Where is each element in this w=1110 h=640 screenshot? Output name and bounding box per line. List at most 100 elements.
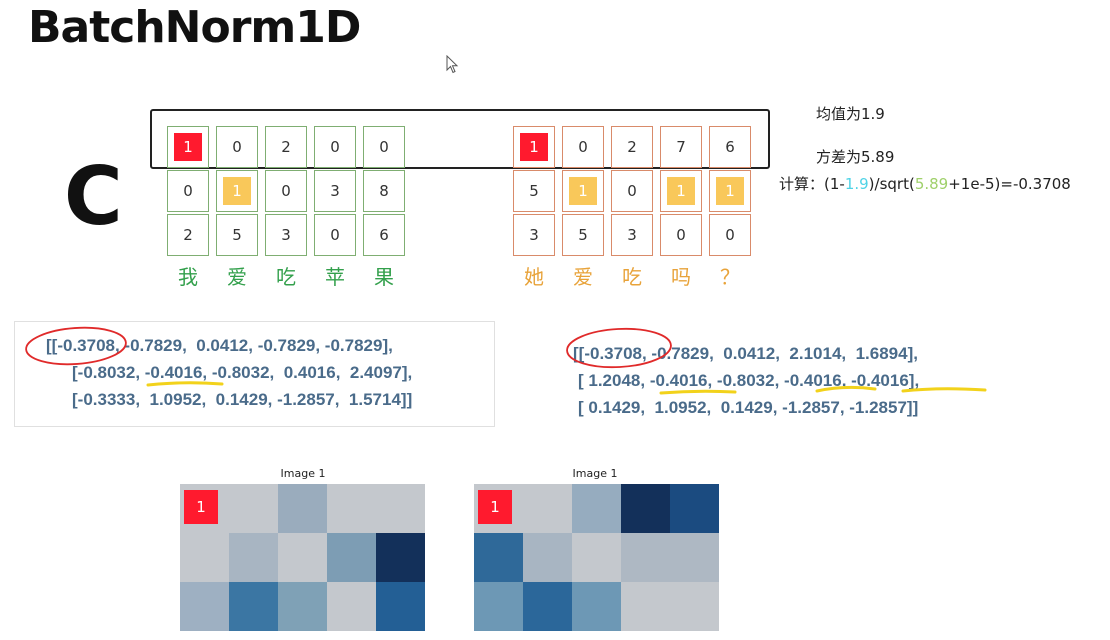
matrix-cell: 3: [265, 214, 307, 256]
matrix-cell-value: 0: [676, 226, 686, 244]
matrix-cell-value: 6: [725, 138, 735, 156]
matrix-cell: 2: [167, 214, 209, 256]
matrix2-row: [ 0.1429, 1.0952, 0.1429, -1.2857, -1.28…: [578, 398, 919, 417]
yellow-highlight: 1: [667, 177, 695, 205]
variance-note: 方差为5.89: [816, 148, 895, 166]
word-label: 她: [524, 265, 544, 289]
calc-mean: 1.9: [844, 175, 869, 193]
matrix1-row: [[-0.3708, -0.7829, 0.0412, -0.7829, -0.…: [46, 336, 393, 355]
heatmap-cell: [572, 582, 621, 631]
matrix-cell: 3: [611, 214, 653, 256]
matrix-cell-value: 0: [281, 182, 291, 200]
heatmap-cell: [278, 484, 327, 533]
matrix-cell: 0: [314, 126, 356, 168]
heatmap-cell: [327, 582, 376, 631]
yellow-highlight: 1: [569, 177, 597, 205]
matrix-cell-value: 3: [281, 226, 291, 244]
heatmap-cell: [180, 582, 229, 631]
yellow-underline-annotation: [659, 389, 737, 395]
heatmap-cell: [572, 533, 621, 582]
mean-note: 均值为1.9: [816, 105, 885, 123]
matrix-cell: 2: [265, 126, 307, 168]
matrix2-row: [ 1.2048, -0.4016, -0.8032, -0.4016, -0.…: [578, 371, 920, 390]
matrix-cell: 2: [611, 126, 653, 168]
matrix-cell: 6: [709, 126, 751, 168]
matrix1-row: [-0.8032, -0.4016, -0.8032, 0.4016, 2.40…: [72, 363, 413, 382]
heatmap-badge: 1: [478, 490, 512, 524]
matrix-cell-value: 0: [627, 182, 637, 200]
matrix-cell: 0: [167, 170, 209, 212]
heatmap-cell: [229, 484, 278, 533]
image1-heatmap: 1: [180, 484, 426, 631]
word-label: 爱: [573, 265, 593, 289]
matrix-cell-value: 3: [330, 182, 340, 200]
matrix-cell: 5: [513, 170, 555, 212]
red-highlight: 1: [174, 133, 202, 161]
heatmap-cell: [278, 582, 327, 631]
matrix-cell: 0: [265, 170, 307, 212]
heatmap-cell: [229, 533, 278, 582]
matrix-cell-value: 2: [627, 138, 637, 156]
matrix-cell: 0: [216, 126, 258, 168]
word-label: 吃: [622, 265, 642, 289]
matrix-cell-value: 1: [578, 182, 588, 200]
matrix-cell-value: 8: [379, 182, 389, 200]
matrix-cell: 6: [363, 214, 405, 256]
matrix-cell-value: 6: [379, 226, 389, 244]
heatmap-cell: [670, 582, 719, 631]
matrix-cell-value: 3: [627, 226, 637, 244]
heatmap-cell: [376, 533, 425, 582]
yellow-highlight: 1: [716, 177, 744, 205]
heatmap-cell: [670, 533, 719, 582]
mouse-cursor-icon: [446, 55, 459, 74]
word-label: 吗: [671, 265, 691, 289]
heatmap-cell: [376, 582, 425, 631]
heatmap-cell: [278, 533, 327, 582]
matrix-cell: 1: [660, 170, 702, 212]
matrix-cell: 3: [314, 170, 356, 212]
image2-heatmap: 1: [474, 484, 720, 631]
heatmap-cell: [327, 484, 376, 533]
matrix-cell: 0: [314, 214, 356, 256]
matrix-cell-value: 7: [676, 138, 686, 156]
matrix-cell: 0: [709, 214, 751, 256]
calc-suffix: +1e-5)=-0.3708: [948, 175, 1071, 193]
matrix-cell: 5: [216, 214, 258, 256]
matrix-cell-value: 1: [725, 182, 735, 200]
heatmap-cell: [474, 582, 523, 631]
heatmap-cell: [523, 533, 572, 582]
word-label: 苹: [325, 265, 345, 289]
matrix1-row: [-0.3333, 1.0952, 0.1429, -1.2857, 1.571…: [72, 390, 413, 409]
red-highlight: 1: [520, 133, 548, 161]
matrix-cell: 8: [363, 170, 405, 212]
matrix-cell: 1: [513, 126, 555, 168]
matrix-cell: 7: [660, 126, 702, 168]
matrix-cell: 0: [611, 170, 653, 212]
matrix-cell-value: 5: [578, 226, 588, 244]
heatmap-cell: [376, 484, 425, 533]
matrix-cell-value: 5: [232, 226, 242, 244]
matrix-cell-value: 0: [725, 226, 735, 244]
heatmap-cell: [670, 484, 719, 533]
big-letter-c: C: [64, 150, 123, 243]
matrix-cell: 1: [167, 126, 209, 168]
calc-mid: )/sqrt(: [868, 175, 915, 193]
matrix-cell: 1: [709, 170, 751, 212]
heatmap-badge: 1: [184, 490, 218, 524]
matrix-cell: 0: [562, 126, 604, 168]
matrix-cell-value: 1: [676, 182, 686, 200]
yellow-highlight: 1: [223, 177, 251, 205]
matrix-cell: 3: [513, 214, 555, 256]
matrix-cell-value: 2: [183, 226, 193, 244]
matrix-cell-value: 0: [183, 182, 193, 200]
first-row-highlight-box: [150, 109, 770, 169]
matrix-cell: 0: [363, 126, 405, 168]
matrix-cell-value: 0: [578, 138, 588, 156]
word-label: ？: [720, 265, 740, 289]
matrix-cell: 1: [216, 170, 258, 212]
heatmap-cell: [180, 533, 229, 582]
page-title: BatchNorm1D: [28, 2, 361, 53]
word-label: 果: [374, 265, 394, 289]
heatmap-cell: [327, 533, 376, 582]
word-label: 吃: [276, 265, 296, 289]
